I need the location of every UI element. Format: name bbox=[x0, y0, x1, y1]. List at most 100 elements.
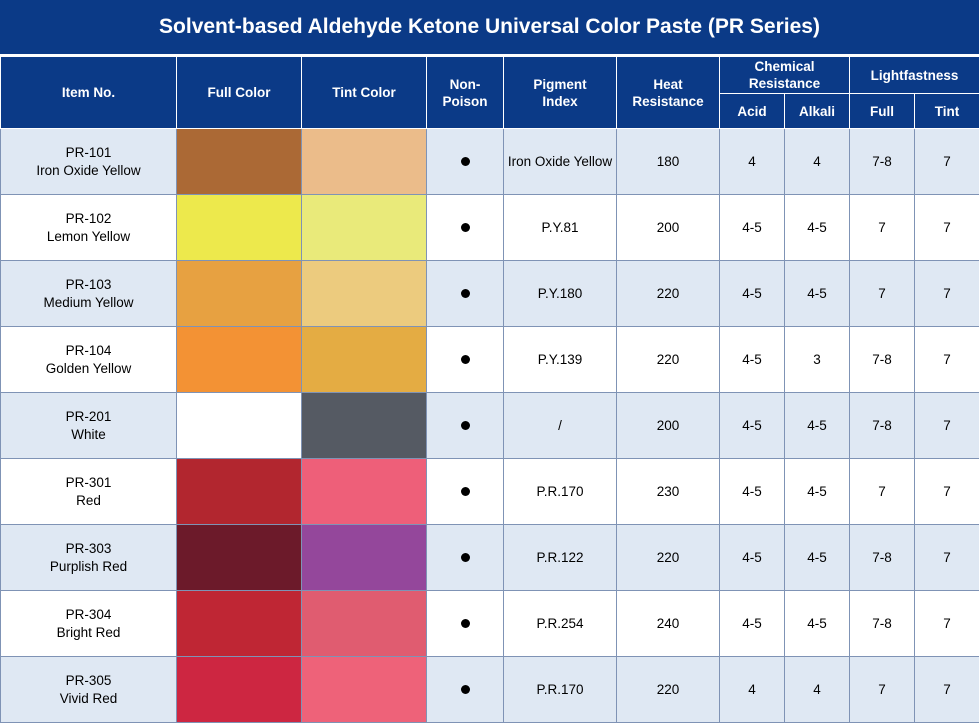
alkali-cell: 4-5 bbox=[783, 458, 851, 525]
header-alkali: Alkali bbox=[783, 93, 851, 129]
lightfastness-full-cell: 7-8 bbox=[849, 392, 916, 459]
item-no-cell: PR-201 White bbox=[0, 392, 177, 459]
header-acid: Acid bbox=[719, 93, 785, 129]
non-poison-dot-icon bbox=[460, 222, 470, 232]
lightfastness-full-cell: 7-8 bbox=[849, 326, 916, 393]
item-no-cell: PR-303 Purplish Red bbox=[0, 524, 177, 591]
heat-resistance-cell: 240 bbox=[616, 590, 720, 657]
non-poison-cell bbox=[426, 326, 504, 393]
item-name: White bbox=[71, 426, 106, 442]
item-code: PR-301 bbox=[65, 474, 112, 490]
item-name: Lemon Yellow bbox=[46, 228, 131, 244]
item-name: Iron Oxide Yellow bbox=[36, 162, 141, 178]
alkali-cell: 4-5 bbox=[783, 524, 851, 591]
non-poison-dot-icon bbox=[460, 684, 470, 694]
table-row: PR-103 Medium Yellow P.Y.180 220 4-5 4-5 7 7 bbox=[0, 260, 979, 327]
header-non-poison-line1: Non- bbox=[449, 76, 481, 92]
alkali-cell: 4-5 bbox=[783, 194, 851, 261]
non-poison-cell bbox=[426, 128, 504, 195]
tint-color-swatch bbox=[301, 194, 427, 261]
alkali-cell: 4 bbox=[783, 128, 851, 195]
acid-cell: 4-5 bbox=[719, 590, 785, 657]
acid-cell: 4 bbox=[719, 656, 785, 723]
pigment-index-cell: P.R.122 bbox=[503, 524, 617, 591]
non-poison-dot-icon bbox=[460, 618, 470, 628]
item-no-cell: PR-304 Bright Red bbox=[0, 590, 177, 657]
item-no-cell: PR-101 Iron Oxide Yellow bbox=[0, 128, 177, 195]
tint-color-swatch bbox=[301, 326, 427, 393]
header-chemical-resistance: Chemical Resistance bbox=[718, 56, 851, 94]
item-code: PR-101 bbox=[65, 144, 112, 160]
header-heat-resistance: Heat Resistance bbox=[616, 56, 720, 129]
non-poison-dot-icon bbox=[460, 288, 470, 298]
pigment-index-cell: Iron Oxide Yellow bbox=[503, 128, 617, 195]
non-poison-dot-icon bbox=[460, 420, 470, 430]
item-name: Vivid Red bbox=[59, 690, 118, 706]
lightfastness-full-cell: 7 bbox=[849, 656, 916, 723]
acid-cell: 4 bbox=[719, 128, 785, 195]
acid-cell: 4-5 bbox=[719, 326, 785, 393]
acid-cell: 4-5 bbox=[719, 194, 785, 261]
non-poison-dot-icon bbox=[460, 552, 470, 562]
full-color-swatch bbox=[176, 326, 302, 393]
lightfastness-full-cell: 7 bbox=[849, 260, 916, 327]
pigment-index-cell: P.Y.81 bbox=[503, 194, 617, 261]
heat-resistance-cell: 220 bbox=[616, 260, 720, 327]
item-no-cell: PR-103 Medium Yellow bbox=[0, 260, 177, 327]
non-poison-dot-icon bbox=[460, 156, 470, 166]
non-poison-cell bbox=[426, 656, 504, 723]
header-heat-line1: Heat bbox=[653, 76, 683, 92]
item-name: Bright Red bbox=[56, 624, 121, 640]
table-row: PR-201 White/200 4-5 4-5 7-8 7 bbox=[0, 392, 979, 459]
lightfastness-tint-cell: 7 bbox=[914, 194, 979, 261]
pigment-index-cell: P.Y.180 bbox=[503, 260, 617, 327]
tint-color-swatch bbox=[301, 128, 427, 195]
lightfastness-full-cell: 7-8 bbox=[849, 128, 916, 195]
lightfastness-tint-cell: 7 bbox=[914, 656, 979, 723]
full-color-swatch bbox=[176, 194, 302, 261]
item-name: Medium Yellow bbox=[43, 294, 134, 310]
heat-resistance-cell: 200 bbox=[616, 392, 720, 459]
table-row: PR-304 Bright Red P.R.254 240 4-5 4-5 7-8 7 bbox=[0, 590, 979, 657]
tint-color-swatch bbox=[301, 656, 427, 723]
tint-color-swatch bbox=[301, 524, 427, 591]
table-row: PR-303 Purplish Red P.R.122 220 4-5 4-5 7-8 7 bbox=[0, 524, 979, 591]
item-no-cell: PR-102 Lemon Yellow bbox=[0, 194, 177, 261]
lightfastness-full-cell: 7 bbox=[849, 458, 916, 525]
header-full-color: Full Color bbox=[176, 56, 302, 129]
full-color-swatch bbox=[176, 590, 302, 657]
tint-color-swatch bbox=[301, 260, 427, 327]
acid-cell: 4-5 bbox=[719, 524, 785, 591]
lightfastness-tint-cell: 7 bbox=[914, 590, 979, 657]
table-body: PR-101 Iron Oxide Yellow Iron Oxide Yellow… bbox=[0, 128, 979, 723]
alkali-cell: 4-5 bbox=[783, 392, 851, 459]
header-non-poison-line2: Poison bbox=[442, 93, 488, 109]
acid-cell: 4-5 bbox=[719, 458, 785, 525]
table-row: PR-101 Iron Oxide Yellow Iron Oxide Yellow… bbox=[0, 128, 979, 195]
lightfastness-tint-cell: 7 bbox=[914, 392, 979, 459]
lightfastness-tint-cell: 7 bbox=[914, 326, 979, 393]
item-name: Golden Yellow bbox=[45, 360, 132, 376]
item-no-cell: PR-305 Vivid Red bbox=[0, 656, 177, 723]
tint-color-swatch bbox=[301, 458, 427, 525]
item-code: PR-304 bbox=[65, 606, 112, 622]
header-non-poison: Non- Poison bbox=[426, 56, 504, 129]
item-code: PR-303 bbox=[65, 540, 112, 556]
lightfastness-tint-cell: 7 bbox=[914, 524, 979, 591]
heat-resistance-cell: 220 bbox=[616, 656, 720, 723]
item-code: PR-103 bbox=[65, 276, 112, 292]
full-color-swatch bbox=[176, 392, 302, 459]
heat-resistance-cell: 220 bbox=[616, 326, 720, 393]
lightfastness-tint-cell: 7 bbox=[914, 260, 979, 327]
alkali-cell: 4 bbox=[783, 656, 851, 723]
table-row: PR-301 Red P.R.170 230 4-5 4-5 7 7 bbox=[0, 458, 979, 525]
heat-resistance-cell: 180 bbox=[616, 128, 720, 195]
non-poison-cell bbox=[426, 524, 504, 591]
tint-color-swatch bbox=[301, 590, 427, 657]
alkali-cell: 4-5 bbox=[783, 260, 851, 327]
header-heat-line2: Resistance bbox=[632, 93, 704, 109]
non-poison-cell bbox=[426, 458, 504, 525]
alkali-cell: 3 bbox=[783, 326, 851, 393]
lightfastness-tint-cell: 7 bbox=[914, 458, 979, 525]
